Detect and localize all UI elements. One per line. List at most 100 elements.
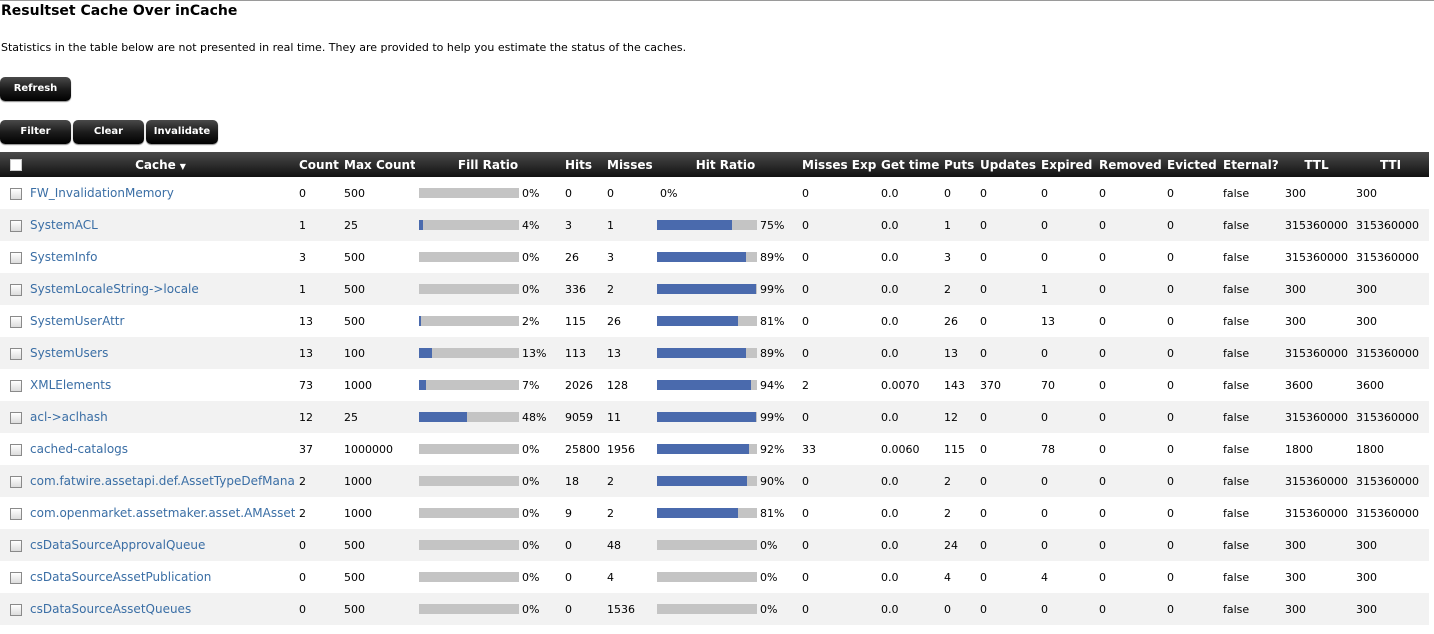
cache-name-cell: csDataSourceAssetQueues (26, 593, 295, 625)
row-checkbox[interactable] (10, 379, 22, 392)
fill-ratio-value: 0% (522, 602, 540, 616)
sort-down-icon: ▼ (179, 161, 186, 171)
row-checkbox[interactable] (10, 283, 22, 296)
cache-name-link[interactable]: csDataSourceAssetPublication (30, 570, 212, 584)
column-hit-ratio[interactable]: Hit Ratio (695, 157, 756, 172)
fill-ratio-cell: 0% (415, 593, 561, 625)
cache-name-link[interactable]: com.openmarket.assetmaker.asset.AMAsset (30, 506, 295, 520)
row-checkbox[interactable] (10, 571, 22, 584)
fill-ratio-bar (419, 508, 519, 519)
hit-ratio-bar (657, 252, 757, 263)
row-checkbox[interactable] (10, 443, 22, 456)
hit-ratio-bar (657, 220, 757, 231)
hit-ratio-bar (657, 380, 757, 391)
evicted-cell: 0 (1167, 186, 1174, 200)
count-cell: 2 (299, 506, 306, 520)
row-select-cell (0, 561, 26, 593)
column-updates[interactable]: Updates (980, 157, 1037, 172)
cache-name-link[interactable]: FW_InvalidationMemory (30, 186, 174, 200)
row-checkbox[interactable] (10, 475, 22, 488)
misses-exp-cell: 0 (802, 346, 809, 360)
updates-cell: 0 (980, 218, 987, 232)
row-checkbox[interactable] (10, 315, 22, 328)
column-ttl[interactable]: TTL (1304, 157, 1329, 172)
column-count[interactable]: Count (299, 157, 339, 172)
column-removed[interactable]: Removed (1099, 157, 1162, 172)
column-cache[interactable]: Cache ▼ (26, 152, 295, 177)
cache-name-cell: com.openmarket.assetmaker.asset.AMAsset (26, 497, 295, 529)
fill-ratio-bar (419, 252, 519, 263)
column-tti[interactable]: TTI (1379, 157, 1402, 172)
row-checkbox[interactable] (10, 411, 22, 424)
cache-name-link[interactable]: com.fatwire.assetapi.def.AssetTypeDefMan… (30, 474, 295, 488)
cache-name-cell: SystemInfo (26, 241, 295, 273)
cache-name-link[interactable]: csDataSourceAssetQueues (30, 602, 192, 616)
removed-cell: 0 (1099, 218, 1106, 232)
row-checkbox[interactable] (10, 539, 22, 552)
refresh-button[interactable]: Refresh (0, 77, 71, 101)
filter-button[interactable]: Filter (0, 120, 71, 144)
fill-ratio-cell: 0% (415, 529, 561, 561)
ttl-cell: 300 (1285, 282, 1306, 296)
updates-cell: 0 (980, 538, 987, 552)
cache-name-link[interactable]: SystemUserAttr (30, 314, 125, 328)
fill-ratio-bar (419, 316, 519, 327)
updates-cell: 0 (980, 314, 987, 328)
column-get-time[interactable]: Get time (881, 157, 940, 172)
count-cell: 3 (299, 250, 306, 264)
hit-ratio-bar (657, 284, 757, 295)
cache-name-link[interactable]: SystemLocaleString->locale (30, 282, 199, 296)
row-checkbox[interactable] (10, 219, 22, 232)
column-misses-exp[interactable]: Misses Exp (802, 157, 877, 172)
hit-ratio-cell: 0% (653, 593, 798, 625)
tti-cell: 300 (1356, 538, 1377, 552)
table-row: SystemLocaleString->locale 1 500 0% 336 2 99% 0… (0, 273, 1429, 305)
column-misses[interactable]: Misses (607, 157, 653, 172)
column-max-count[interactable]: Max Count (344, 157, 415, 172)
row-select-cell (0, 593, 26, 625)
fill-ratio-cell: 0% (415, 433, 561, 465)
hits-cell: 9 (565, 506, 572, 520)
table-row: FW_InvalidationMemory 0 500 0% 0 0 0% 0 0.0 0 0 0 0 0… (0, 177, 1429, 209)
column-hits[interactable]: Hits (565, 157, 593, 172)
fill-ratio-value: 4% (522, 218, 540, 232)
expired-cell: 0 (1041, 602, 1048, 616)
cache-name-link[interactable]: SystemUsers (30, 346, 109, 360)
column-puts[interactable]: Puts (944, 157, 975, 172)
row-checkbox[interactable] (10, 603, 22, 616)
expired-cell: 0 (1041, 410, 1048, 424)
hit-ratio-bar (657, 348, 757, 359)
updates-cell: 0 (980, 410, 987, 424)
page-title: Resultset Cache Over inCache (1, 3, 238, 19)
column-fill-ratio[interactable]: Fill Ratio (457, 157, 519, 172)
tti-cell: 315360000 (1356, 474, 1419, 488)
cache-name-link[interactable]: XMLElements (30, 378, 112, 392)
column-eternal[interactable]: Eternal? (1223, 157, 1279, 172)
cache-name-link[interactable]: acl->aclhash (30, 410, 108, 424)
updates-cell: 370 (980, 378, 1001, 392)
cache-name-link[interactable]: csDataSourceApprovalQueue (30, 538, 206, 552)
row-checkbox[interactable] (10, 187, 22, 200)
removed-cell: 0 (1099, 186, 1106, 200)
cache-name-link[interactable]: SystemACL (30, 218, 98, 232)
hit-ratio-value: 0% (760, 538, 778, 552)
select-all-checkbox[interactable] (10, 159, 22, 171)
hit-ratio-cell: 89% (653, 337, 798, 369)
removed-cell: 0 (1099, 570, 1106, 584)
column-evicted[interactable]: Evicted (1167, 157, 1217, 172)
eternal-cell: false (1223, 410, 1250, 424)
ttl-cell: 300 (1285, 570, 1306, 584)
removed-cell: 0 (1099, 506, 1106, 520)
clear-button[interactable]: Clear (73, 120, 144, 144)
misses-cell: 26 (607, 314, 621, 328)
get-time-cell: 0.0 (881, 410, 899, 424)
count-cell: 37 (299, 442, 313, 456)
cache-name-link[interactable]: cached-catalogs (30, 442, 129, 456)
eternal-cell: false (1223, 506, 1250, 520)
cache-name-link[interactable]: SystemInfo (30, 250, 98, 264)
invalidate-button[interactable]: Invalidate (146, 120, 218, 144)
column-expired[interactable]: Expired (1041, 157, 1093, 172)
row-checkbox[interactable] (10, 347, 22, 360)
row-checkbox[interactable] (10, 507, 22, 520)
row-checkbox[interactable] (10, 251, 22, 264)
